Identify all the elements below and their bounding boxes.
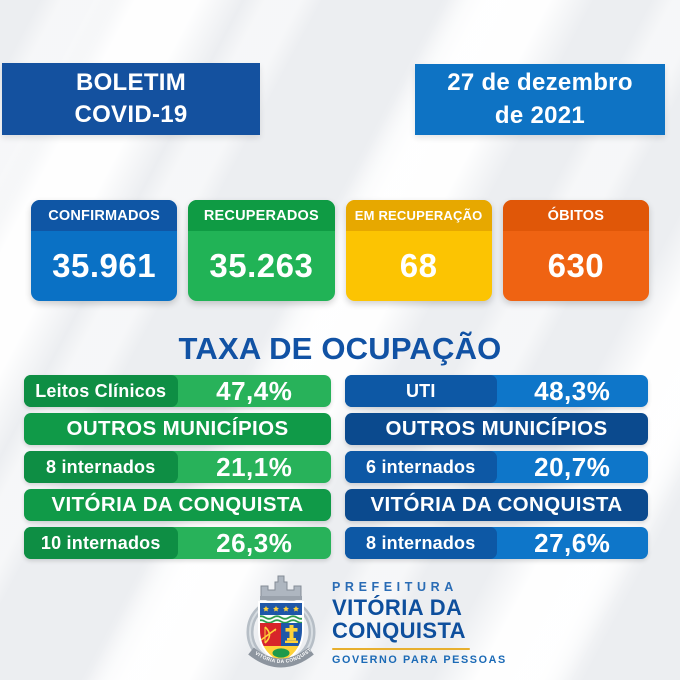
prefeitura-wordmark: PREFEITURA VITÓRIA DA CONQUISTA GOVERNO …	[332, 578, 507, 666]
row-uti-outros-internados-value: 20,7%	[534, 451, 611, 482]
stat-cards: CONFIRMADOS 35.961 RECUPERADOS 35.263 EM…	[31, 200, 649, 301]
card-recuperados-value: 35.263	[209, 247, 314, 284]
card-obitos-value: 630	[547, 247, 605, 284]
row-clinical-vdc-internados: 10 internados 26,3%	[24, 527, 331, 559]
row-clinical-outros-internados-label: 8 internados	[24, 451, 178, 483]
row-leitos-clinicos-value: 47,4%	[216, 375, 293, 406]
row-uti-outros-internados: 6 internados 20,7%	[345, 451, 648, 483]
municipal-crest-icon: VITÓRIA DA CONQUISTA	[243, 572, 316, 668]
row-clinical-outros-internados-value: 21,1%	[216, 451, 293, 482]
card-confirmados-label: CONFIRMADOS	[31, 200, 178, 231]
card-recuperados: RECUPERADOS 35.263	[188, 200, 335, 301]
row-uti-vdc-internados-label: 8 internados	[345, 527, 497, 559]
card-recuperados-label: RECUPERADOS	[188, 200, 335, 231]
row-outros-municipios-uti: OUTROS MUNICÍPIOS	[345, 413, 648, 445]
city-name-line1: VITÓRIA DA	[332, 595, 463, 621]
row-vitoria-da-conquista-uti: VITÓRIA DA CONQUISTA	[345, 489, 648, 521]
card-em-recuperacao: EM RECUPERAÇÃO 68	[345, 200, 492, 301]
government-slogan: GOVERNO PARA PESSOAS	[332, 653, 507, 666]
row-leitos-clinicos: Leitos Clínicos 47,4%	[24, 375, 331, 407]
card-confirmados-value: 35.961	[52, 247, 157, 284]
row-clinical-outros-internados: 8 internados 21,1%	[24, 451, 331, 483]
prefeitura-label: PREFEITURA	[332, 580, 458, 595]
row-outros-municipios-clinical: OUTROS MUNICÍPIOS	[24, 413, 331, 445]
row-clinical-vdc-internados-value: 26,3%	[216, 527, 293, 558]
row-uti-vdc-internados-value: 27,6%	[534, 527, 611, 558]
card-obitos-label: ÓBITOS	[502, 200, 649, 231]
occupancy-title: TAXA DE OCUPAÇÃO	[178, 331, 502, 366]
row-uti-outros-internados-label: 6 internados	[345, 451, 497, 483]
card-confirmados: CONFIRMADOS 35.961	[31, 200, 178, 301]
occupancy-column-uti: UTI 48,3% OUTROS MUNICÍPIOS 6 internados…	[345, 375, 648, 565]
boletim-line1: BOLETIM	[75, 68, 187, 96]
boletim-title-box: BOLETIM COVID-19	[2, 63, 260, 135]
row-vitoria-da-conquista-clinical: VITÓRIA DA CONQUISTA	[24, 489, 331, 521]
date-box: 27 de dezembro de 2021	[415, 64, 665, 135]
row-leitos-clinicos-label: Leitos Clínicos	[24, 375, 178, 407]
gold-divider	[332, 647, 470, 650]
occupancy-column-clinical: Leitos Clínicos 47,4% OUTROS MUNICÍPIOS …	[24, 375, 331, 565]
card-em-recuperacao-value: 68	[399, 247, 438, 284]
boletim-line2: COVID-19	[74, 101, 188, 128]
date-line2: de 2021	[494, 101, 586, 129]
date-line1: 27 de dezembro	[447, 69, 633, 97]
prefeitura-logo: VITÓRIA DA CONQUISTA PREFEITURA VITÓRIA …	[243, 572, 507, 672]
row-uti-label: UTI	[345, 375, 497, 407]
row-uti: UTI 48,3%	[345, 375, 648, 407]
card-obitos: ÓBITOS 630	[502, 200, 649, 301]
row-clinical-vdc-internados-label: 10 internados	[24, 527, 178, 559]
city-name-line2: CONQUISTA	[332, 618, 466, 643]
row-uti-value: 48,3%	[534, 375, 611, 406]
card-em-recuperacao-label: EM RECUPERAÇÃO	[345, 200, 492, 231]
row-uti-vdc-internados: 8 internados 27,6%	[345, 527, 648, 559]
